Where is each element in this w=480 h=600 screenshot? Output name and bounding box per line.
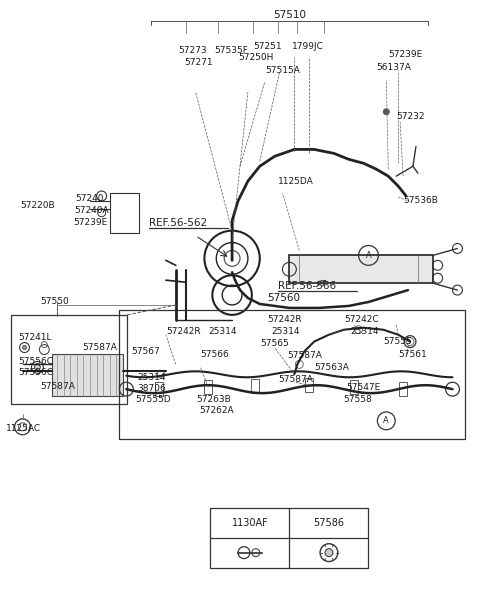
Bar [289,256,433,283]
Text: 57242C: 57242C [345,316,379,325]
Text: 57560: 57560 [268,293,300,303]
Bar [155,382,163,396]
Text: 57566: 57566 [201,350,229,359]
Text: 1125AC: 1125AC [6,424,41,433]
Text: 57587A: 57587A [40,382,75,391]
Text: 38706: 38706 [137,383,166,392]
Text: 57558: 57558 [343,395,372,404]
Text: 57556C: 57556C [19,357,54,366]
Text: A: A [384,416,389,425]
Text: 57220B: 57220B [21,202,55,211]
Text: 1130AF: 1130AF [231,518,268,528]
Text: 57561: 57561 [398,350,427,359]
Bar [11,315,127,404]
Text: 25314: 25314 [208,327,237,336]
Text: 57239E: 57239E [388,50,422,59]
Text: 57510: 57510 [273,10,306,20]
Text: 1799JC: 1799JC [292,42,324,51]
Text: 57241L: 57241L [19,333,52,342]
Text: 57567: 57567 [131,347,160,356]
Bar [305,378,313,392]
Text: 57271: 57271 [185,58,213,67]
Text: 57239E: 57239E [73,218,107,227]
Bar [210,508,369,568]
Text: 57565: 57565 [261,339,289,348]
Text: 1125DA: 1125DA [277,176,313,185]
Text: 57263B: 57263B [196,395,231,404]
Text: 57240: 57240 [75,194,103,203]
Bar [109,193,139,233]
Text: 57555: 57555 [384,337,412,346]
Text: 57550: 57550 [40,298,69,307]
Bar [350,380,358,394]
Text: 57536B: 57536B [403,196,438,205]
Circle shape [325,548,333,557]
Text: 56137A: 56137A [376,62,411,71]
Circle shape [35,364,40,370]
Text: 57535F: 57535F [214,46,248,55]
Text: 57240A: 57240A [74,206,108,215]
Text: 57515A: 57515A [266,65,300,74]
Text: 25314: 25314 [137,373,166,382]
Text: 57242R: 57242R [268,316,302,325]
Circle shape [384,109,389,115]
Circle shape [23,346,26,350]
Text: 57547E: 57547E [347,383,381,392]
Text: 57556C: 57556C [19,368,54,377]
Text: REF.56-566: REF.56-566 [277,281,336,291]
Text: 57262A: 57262A [200,406,234,415]
Text: 57586: 57586 [313,518,345,528]
Bar [399,382,407,396]
Text: 57251: 57251 [253,42,281,51]
Text: 25314: 25314 [272,327,300,336]
Text: REF.56-562: REF.56-562 [149,218,207,228]
Bar [251,379,259,393]
Text: 25314: 25314 [351,327,379,336]
Text: 57587A: 57587A [82,343,117,352]
Text: 57273: 57273 [179,46,207,55]
Text: A: A [366,251,372,260]
Text: 57563A: 57563A [314,363,349,372]
Bar [204,380,212,394]
Text: 57555D: 57555D [135,395,171,404]
Text: 57250H: 57250H [238,53,274,62]
Text: 57232: 57232 [396,112,425,121]
Bar [52,355,123,396]
Text: 57242R: 57242R [166,327,201,336]
Text: 57587A: 57587A [278,375,313,384]
Text: 57587A: 57587A [288,351,322,360]
Bar [120,310,466,439]
